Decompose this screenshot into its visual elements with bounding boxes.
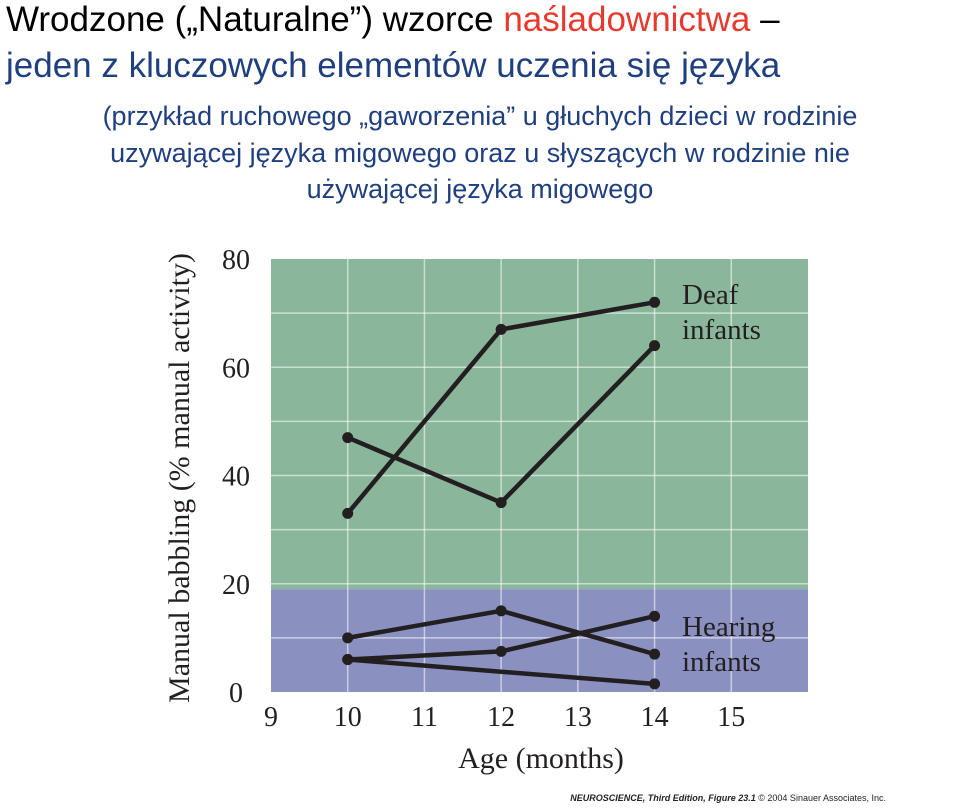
data-point-hearing	[495, 605, 507, 617]
hearing-infants-label: Hearing infants	[682, 611, 775, 678]
data-point-deaf	[495, 323, 507, 335]
figure-credit: NEUROSCIENCE, Third Edition, Figure 23.1…	[570, 793, 886, 803]
data-point-hearing	[649, 648, 661, 660]
deaf-infants-label: Deaf infants	[682, 279, 761, 346]
data-point-deaf	[342, 507, 354, 519]
data-point-hearing	[495, 645, 507, 657]
x-tick-label: 10	[334, 702, 362, 733]
x-tick-label: 9	[264, 702, 278, 733]
slide-title-line1: Wrodzone („Naturalne”) wzorce naśladowni…	[6, 0, 780, 40]
subtitle-line3: używającej języka migowego	[306, 174, 654, 204]
y-tick-label: 40	[222, 462, 250, 493]
y-tick-label: 80	[222, 245, 250, 276]
data-point-hearing	[342, 632, 354, 644]
data-point-hearing	[649, 678, 661, 690]
slide-title-line2: jeden z kluczowych elementów uczenia się…	[6, 46, 781, 85]
y-tick-label: 60	[222, 353, 250, 384]
data-point-deaf	[342, 432, 354, 444]
title-accent: naśladownictwa	[503, 0, 751, 39]
deaf-region	[271, 259, 808, 590]
x-tick-label: 15	[717, 702, 745, 733]
y-tick-label: 0	[229, 678, 243, 709]
title-dash: –	[750, 0, 780, 39]
y-axis-label: Manual babbling (% manual activity)	[163, 253, 196, 703]
data-point-hearing	[649, 610, 661, 622]
subtitle-line1: (przykład ruchowego „gaworzenia” u głuch…	[102, 101, 858, 131]
credit-book: NEUROSCIENCE, Third Edition, Figure 23.1	[570, 793, 756, 803]
x-tick-label: 12	[487, 702, 515, 733]
data-point-hearing	[342, 654, 354, 666]
series-line-hearing-5	[347, 657, 655, 687]
y-tick-label: 20	[222, 570, 250, 601]
data-point-deaf	[649, 296, 661, 308]
x-tick-label: 11	[411, 702, 438, 733]
x-tick-label: 14	[641, 702, 669, 733]
x-axis-label: Age (months)	[458, 742, 624, 775]
subtitle-line2: uzywającej języka migowego oraz u słyszą…	[110, 138, 850, 168]
x-tick-label: 13	[564, 702, 592, 733]
data-point-deaf	[495, 497, 507, 509]
credit-rest: © 2004 Sinauer Associates, Inc.	[758, 793, 886, 803]
data-point-deaf	[649, 340, 661, 352]
title-part1: Wrodzone („Naturalne”) wzorce	[6, 0, 504, 39]
